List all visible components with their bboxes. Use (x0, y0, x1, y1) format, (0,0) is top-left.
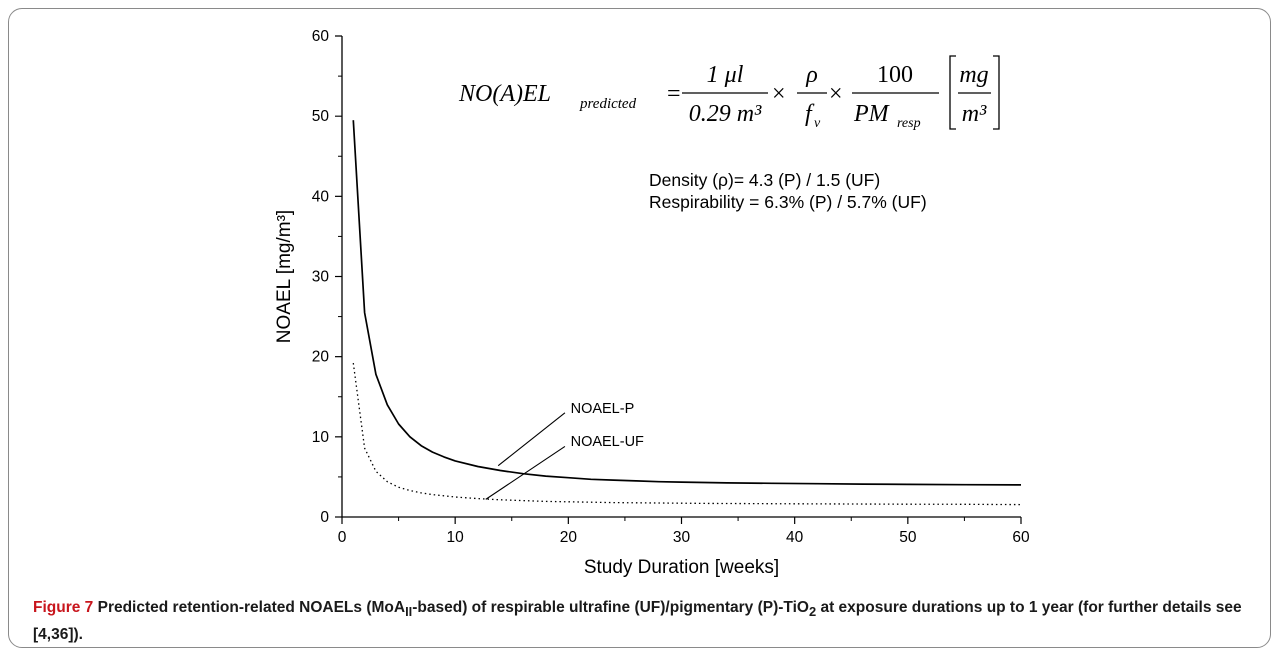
density-text: Density (ρ)= 4.3 (P) / 1.5 (UF) (649, 170, 880, 190)
formula-unit-den: m³ (962, 101, 987, 127)
formula-f2-num: ρ (805, 62, 818, 88)
formula-times-2: × (829, 81, 843, 107)
chart: 0 10 20 30 40 50 60 0 10 20 30 40 50 60 Study Duration… (274, 28, 1030, 578)
formula-f3-num: 100 (877, 62, 913, 88)
series-layer (352, 120, 1022, 506)
formula-unit-num: mg (959, 62, 988, 88)
x-tick-label: 20 (560, 529, 578, 546)
y-tick-label: 60 (312, 28, 330, 45)
y-tick-label: 20 (312, 349, 330, 366)
y-tick-label: 0 (320, 509, 329, 526)
formula-lhs-sub: predicted (579, 96, 637, 112)
leader-line-uf (485, 445, 566, 500)
x-tick-label: 10 (447, 529, 465, 546)
figure-frame: 0 10 20 30 40 50 60 0 10 20 30 40 50 60 Study Duration… (8, 8, 1271, 648)
formula-lhs: NO(A)EL (458, 81, 551, 107)
axes: 0 10 20 30 40 50 60 0 10 20 30 40 50 60 Study Duration… (274, 28, 1030, 578)
y-tick-label: 10 (312, 429, 330, 446)
caption-text-2: -based) of respirable ultrafine (UF)/pig… (412, 599, 809, 616)
leader-line-p (497, 412, 566, 467)
series-line-uf (352, 363, 1022, 506)
caption-sub-1: II (405, 604, 413, 620)
formula-f2-den-sub: v (814, 116, 821, 131)
y-tick-label: 40 (312, 188, 330, 205)
y-axis-label: NOAEL [mg/m³] (274, 210, 295, 343)
annotations: NOAEL-P NOAEL-UF Density (ρ)= 4.3 (P) / 1.… (458, 55, 1000, 500)
y-tick-label: 30 (312, 269, 330, 286)
caption-text-3: at exposure durations up to 1 year (for … (33, 599, 1242, 644)
x-axis-label: Study Duration [weeks] (584, 557, 779, 578)
formula-bracket-right (993, 55, 1000, 130)
formula-f3-den-sub: resp (897, 116, 921, 131)
formula-bracket-left (949, 55, 956, 130)
formula-f2-den: f (805, 101, 815, 127)
formula-f1-den: 0.29 m³ (689, 101, 762, 127)
x-tick-label: 50 (899, 529, 917, 546)
y-tick-label: 50 (312, 108, 330, 125)
formula-f3-den: PM (853, 101, 891, 127)
x-tick-label: 0 (338, 529, 347, 546)
label-noael-p: NOAEL-P (571, 401, 635, 417)
caption-text-1: Predicted retention-related NOAELs (MoA (93, 599, 406, 616)
figure-caption: Figure 7 Predicted retention-related NOA… (33, 596, 1263, 646)
caption-sub-2: 2 (808, 604, 817, 620)
formula-equals: = (667, 81, 681, 107)
x-tick-label: 40 (786, 529, 804, 546)
formula: NO(A)EL predicted = 1 μl 0.29 m³ × ρf v × 100 PM re… (458, 55, 1000, 131)
x-tick-label: 60 (1012, 529, 1030, 546)
series-line-p (352, 120, 1022, 486)
caption-label: Figure 7 (33, 599, 94, 616)
x-tick-label: 30 (673, 529, 691, 546)
label-noael-uf: NOAEL-UF (571, 434, 644, 450)
respirability-text: Respirability = 6.3% (P) / 5.7% (UF) (649, 192, 927, 212)
formula-f1-num: 1 μl (707, 62, 744, 88)
formula-times-1: × (772, 81, 786, 107)
